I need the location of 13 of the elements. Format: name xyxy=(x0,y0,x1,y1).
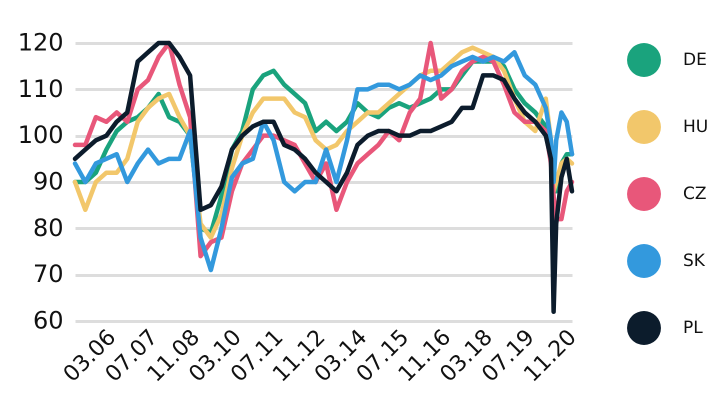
legend-label: SK xyxy=(683,251,706,271)
y-tick-label: 120 xyxy=(18,28,64,56)
legend-label: DE xyxy=(683,50,707,70)
line-series xyxy=(72,40,574,314)
y-tick-label: 100 xyxy=(18,121,64,150)
y-tick-label: 110 xyxy=(18,74,64,103)
legend-label: CZ xyxy=(683,184,707,204)
y-tick-label: 70 xyxy=(32,260,64,288)
legend-label: PL xyxy=(683,318,704,338)
y-tick-label: 80 xyxy=(32,214,64,242)
y-tick-label: 90 xyxy=(32,168,64,196)
legend-label: HU xyxy=(683,117,708,137)
y-tick-label: 60 xyxy=(32,306,64,334)
